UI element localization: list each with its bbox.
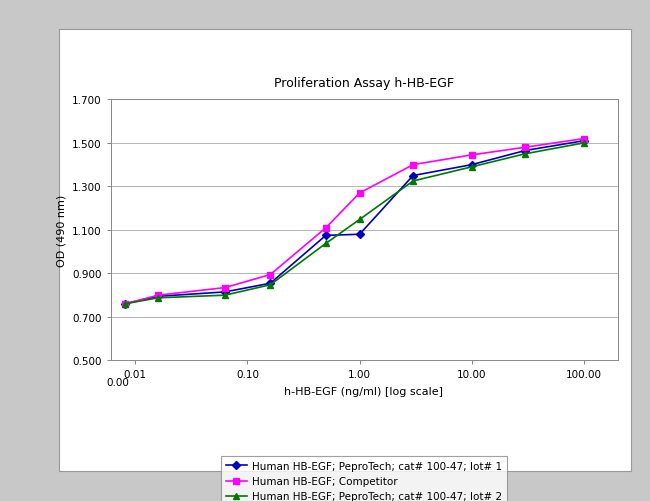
Human HB-EGF; PeproTech; cat# 100-47; lot# 2 [322, 241, 330, 247]
Human HB-EGF; Competitor [468, 152, 476, 158]
Human HB-EGF; Competitor [121, 301, 129, 307]
Human HB-EGF; PeproTech; cat# 100-47; lot# 1 [409, 173, 417, 179]
Human HB-EGF; Competitor [521, 145, 529, 151]
Human HB-EGF; PeproTech; cat# 100-47; lot# 2 [221, 293, 229, 299]
Human HB-EGF; PeproTech; cat# 100-47; lot# 2 [154, 295, 162, 301]
X-axis label: h-HB-EGF (ng/ml) [log scale]: h-HB-EGF (ng/ml) [log scale] [285, 387, 443, 397]
Human HB-EGF; Competitor [580, 136, 588, 142]
Human HB-EGF; Competitor [266, 272, 274, 278]
Human HB-EGF; PeproTech; cat# 100-47; lot# 2 [121, 301, 129, 307]
Line: Human HB-EGF; Competitor: Human HB-EGF; Competitor [122, 136, 586, 307]
Human HB-EGF; Competitor [154, 293, 162, 299]
Human HB-EGF; PeproTech; cat# 100-47; lot# 1 [221, 289, 229, 295]
Human HB-EGF; PeproTech; cat# 100-47; lot# 2 [266, 282, 274, 288]
Human HB-EGF; Competitor [322, 225, 330, 231]
Line: Human HB-EGF; PeproTech; cat# 100-47; lot# 1: Human HB-EGF; PeproTech; cat# 100-47; lo… [122, 139, 586, 307]
Human HB-EGF; PeproTech; cat# 100-47; lot# 1 [580, 138, 588, 144]
Text: 0.00: 0.00 [107, 377, 129, 387]
Human HB-EGF; PeproTech; cat# 100-47; lot# 1 [468, 162, 476, 168]
Human HB-EGF; PeproTech; cat# 100-47; lot# 1 [154, 294, 162, 300]
Human HB-EGF; PeproTech; cat# 100-47; lot# 2 [356, 217, 363, 223]
Human HB-EGF; PeproTech; cat# 100-47; lot# 1 [356, 232, 363, 238]
Human HB-EGF; PeproTech; cat# 100-47; lot# 1 [121, 301, 129, 307]
Human HB-EGF; PeproTech; cat# 100-47; lot# 1 [322, 233, 330, 239]
Legend: Human HB-EGF; PeproTech; cat# 100-47; lot# 1, Human HB-EGF; Competitor, Human HB: Human HB-EGF; PeproTech; cat# 100-47; lo… [221, 456, 507, 501]
Line: Human HB-EGF; PeproTech; cat# 100-47; lot# 2: Human HB-EGF; PeproTech; cat# 100-47; lo… [122, 141, 586, 307]
Human HB-EGF; PeproTech; cat# 100-47; lot# 2 [580, 141, 588, 147]
Human HB-EGF; Competitor [356, 190, 363, 196]
Title: Proliferation Assay h-HB-EGF: Proliferation Assay h-HB-EGF [274, 76, 454, 89]
Human HB-EGF; PeproTech; cat# 100-47; lot# 1 [266, 281, 274, 287]
Human HB-EGF; Competitor [409, 162, 417, 168]
Human HB-EGF; PeproTech; cat# 100-47; lot# 2 [409, 178, 417, 184]
Human HB-EGF; Competitor [221, 285, 229, 291]
Human HB-EGF; PeproTech; cat# 100-47; lot# 2 [521, 151, 529, 157]
Human HB-EGF; PeproTech; cat# 100-47; lot# 2 [468, 164, 476, 170]
Human HB-EGF; PeproTech; cat# 100-47; lot# 1 [521, 148, 529, 154]
Y-axis label: OD (490 nm): OD (490 nm) [57, 194, 66, 267]
